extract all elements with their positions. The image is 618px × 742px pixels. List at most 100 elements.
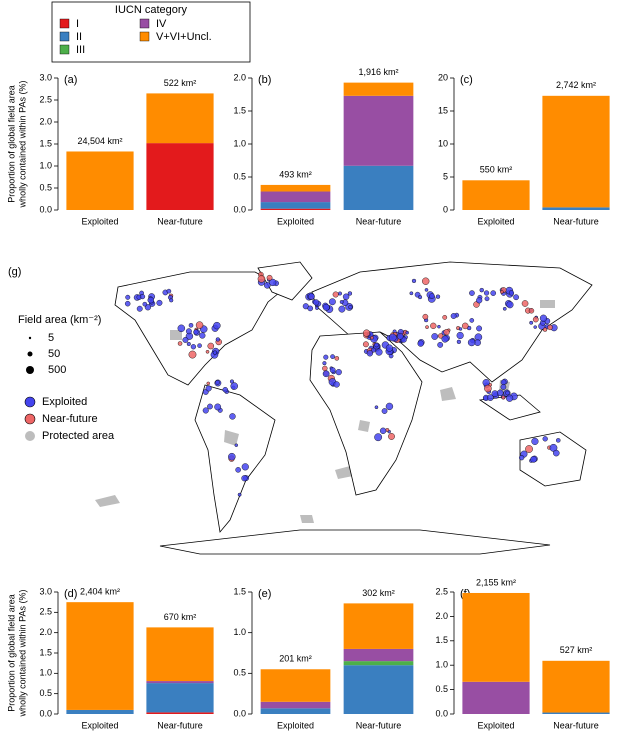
legend-label: Exploited bbox=[42, 396, 87, 408]
exploited-field bbox=[371, 347, 376, 353]
y-tick-label: 1.0 bbox=[39, 668, 52, 678]
y-tick-label: 1.5 bbox=[233, 105, 246, 115]
y-tick-label: 0.5 bbox=[233, 171, 246, 181]
exploited-field bbox=[193, 329, 199, 335]
y-tick-label: 5 bbox=[443, 171, 448, 181]
bar-segment bbox=[66, 151, 134, 210]
exploited-field bbox=[506, 301, 514, 309]
near-future-field bbox=[370, 335, 374, 340]
bar-annotation: 2,404 km² bbox=[80, 587, 120, 597]
bar-segment bbox=[542, 95, 610, 208]
land bbox=[257, 261, 313, 301]
bar-segment bbox=[260, 669, 331, 702]
y-tick-label: 0.0 bbox=[39, 204, 52, 214]
near-future-field bbox=[206, 381, 210, 386]
exploited-field bbox=[381, 408, 388, 414]
legend-swatch bbox=[59, 18, 70, 29]
exploited-field bbox=[269, 278, 277, 287]
exploited-field bbox=[476, 297, 483, 304]
y-tick-label: 1.0 bbox=[233, 138, 246, 148]
legend-label: Near-future bbox=[42, 413, 98, 425]
bar-segment bbox=[260, 208, 331, 210]
bar-segment bbox=[343, 665, 414, 714]
bar-segment bbox=[260, 202, 331, 209]
exploited-field bbox=[505, 390, 510, 396]
bar-segment bbox=[260, 184, 331, 192]
near-future-field bbox=[207, 342, 215, 350]
y-tick-label: 0.5 bbox=[39, 182, 52, 192]
y-tick-label: 2.5 bbox=[435, 586, 448, 596]
near-future-field bbox=[442, 315, 448, 320]
exploited-field bbox=[328, 298, 336, 306]
exploited-field bbox=[215, 380, 220, 385]
x-tick-label: Exploited bbox=[277, 216, 314, 226]
exploited-field bbox=[315, 306, 319, 310]
exploited-field bbox=[202, 407, 209, 414]
y-tick-label: 3.0 bbox=[39, 586, 52, 596]
near-future-field bbox=[521, 300, 529, 307]
exploited-field bbox=[385, 402, 394, 411]
exploited-field bbox=[539, 314, 548, 322]
near-future-field bbox=[195, 321, 204, 329]
bar-segment bbox=[343, 82, 414, 96]
near-future-field bbox=[443, 329, 450, 336]
exploited-field bbox=[229, 413, 236, 420]
exploited-field bbox=[531, 437, 539, 445]
panel-label: (d) bbox=[64, 588, 77, 600]
near-future-field bbox=[500, 290, 504, 294]
exploited-field bbox=[342, 293, 350, 300]
bar-annotation: 527 km² bbox=[560, 645, 593, 655]
y-tick-label: 2.0 bbox=[39, 116, 52, 126]
exploited-field bbox=[197, 343, 202, 348]
exploited-field bbox=[234, 443, 239, 447]
exploited-field bbox=[313, 299, 320, 306]
near-future-field bbox=[430, 322, 437, 329]
near-future-key bbox=[24, 413, 36, 425]
panel-label: (c) bbox=[460, 74, 473, 86]
legend-swatch bbox=[139, 18, 150, 29]
exploited-field bbox=[241, 463, 249, 471]
exploited-field bbox=[474, 339, 481, 346]
near-future-field bbox=[362, 341, 369, 348]
exploited-field bbox=[500, 384, 507, 390]
legend-label: IV bbox=[156, 18, 167, 30]
bar-segment bbox=[66, 602, 134, 710]
land bbox=[519, 431, 587, 487]
exploited-field bbox=[185, 328, 192, 335]
bar-segment bbox=[462, 681, 530, 714]
near-future-field bbox=[462, 322, 469, 330]
y-tick-label: 2.5 bbox=[39, 607, 52, 617]
y-tick-label: 15 bbox=[438, 105, 448, 115]
exploited-field bbox=[241, 475, 248, 482]
exploited-field bbox=[450, 313, 457, 319]
y-tick-label: 2.0 bbox=[233, 72, 246, 82]
bar-segment bbox=[260, 708, 331, 714]
y-tick-label: 0.5 bbox=[39, 688, 52, 698]
near-future-field bbox=[484, 384, 492, 393]
bar-annotation: 493 km² bbox=[279, 169, 312, 179]
near-future-field bbox=[501, 395, 506, 400]
panel-label: (b) bbox=[258, 74, 271, 86]
exploited-field bbox=[418, 295, 423, 300]
y-tick-label: 0.0 bbox=[435, 708, 448, 718]
x-tick-label: Near-future bbox=[157, 720, 203, 730]
bar-segment bbox=[146, 683, 214, 713]
exploited-field bbox=[333, 381, 340, 388]
near-future-field bbox=[266, 274, 273, 281]
x-tick-label: Near-future bbox=[553, 720, 599, 730]
exploited-field bbox=[375, 348, 383, 356]
exploited-field bbox=[456, 339, 461, 344]
exploited-field bbox=[497, 389, 504, 397]
exploited-field bbox=[186, 341, 191, 346]
exploited-field bbox=[144, 304, 151, 311]
exploited-field bbox=[323, 354, 329, 360]
bar-annotation: 24,504 km² bbox=[77, 136, 122, 146]
exploited-field bbox=[374, 342, 379, 348]
y-tick-label: 1.5 bbox=[39, 138, 52, 148]
exploited-field bbox=[147, 296, 155, 304]
exploited-field bbox=[199, 332, 206, 339]
exploited-field bbox=[424, 288, 429, 292]
exploited-field bbox=[222, 387, 228, 393]
y-tick-label: 1.0 bbox=[233, 627, 246, 637]
exploited-field bbox=[205, 385, 212, 392]
